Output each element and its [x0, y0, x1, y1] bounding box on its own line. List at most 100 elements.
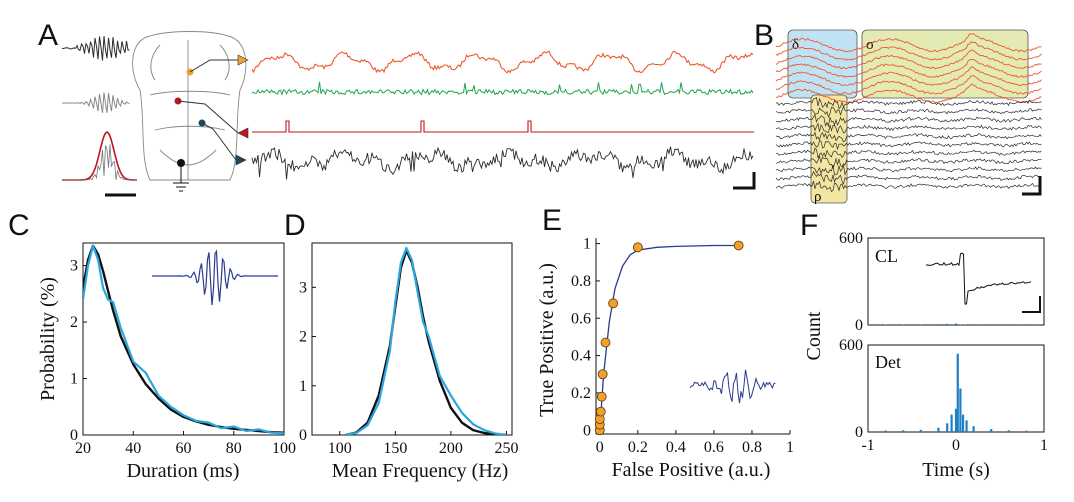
histogram-bar: [946, 423, 949, 432]
series-line-blue: [345, 246, 507, 435]
panel-label-c: C: [8, 209, 30, 242]
x-tick-label: 250: [494, 440, 518, 457]
x-tick-label: 0.2: [628, 439, 648, 456]
plot-frame-c: [82, 242, 285, 436]
xlabel-d: Mean Frequency (Hz): [332, 460, 509, 482]
raw-wave-black: [61, 36, 130, 61]
panel-e: E 0 0.2 0.4 0.6 0.8 1 0 0.2 0.4 0.6 0.8 1 False Pos…: [536, 204, 794, 481]
x-tick-label: 0.6: [704, 439, 724, 456]
y-tick-label: 3: [299, 279, 307, 296]
ylabel-f: Count: [803, 311, 825, 360]
x-tick-label: 1: [786, 439, 794, 456]
histogram-bar: [1025, 430, 1028, 432]
b-trace-orange: [775, 66, 1042, 87]
y-tick-label: 0.4: [571, 348, 591, 365]
panel-label-b: B: [754, 19, 774, 52]
histogram-bar: [1016, 324, 1019, 325]
trace-red-pulses: [252, 120, 754, 133]
b-trace-black: [775, 131, 1042, 143]
y-tick-label: 2: [299, 329, 307, 346]
histogram-cl: [868, 323, 1037, 325]
y-tick-label: 2: [70, 314, 78, 331]
panel-label-a: A: [38, 19, 58, 52]
histogram-bar: [956, 353, 959, 432]
x-tick-label: -1: [861, 437, 874, 454]
ylabel-e: True Positive (a.u.): [536, 263, 558, 417]
panel-label-f: F: [800, 209, 818, 242]
y-tick-label: 600: [839, 230, 863, 247]
panel-label-d: D: [284, 209, 306, 242]
histogram-bar: [1007, 430, 1010, 432]
xlabel-f: Time (s): [922, 459, 990, 481]
b-trace-black: [775, 154, 1042, 169]
b-trace-black: [775, 140, 1042, 151]
b-trace-black: [775, 147, 1042, 159]
y-tick-label: 0.8: [571, 273, 591, 290]
x-tick-label: 60: [176, 440, 192, 457]
trace-black-lfp: [251, 146, 754, 180]
series-line-black: [345, 249, 507, 435]
roc-point: [597, 369, 608, 380]
b-trace-black: [775, 105, 1042, 119]
y-tick-label: 0.2: [571, 385, 591, 402]
trace-green: [251, 81, 754, 96]
sigma-label: σ: [866, 37, 874, 53]
histogram-bar: [954, 408, 958, 432]
histogram-bar: [998, 324, 1002, 325]
histogram-bar: [981, 324, 984, 325]
histogram-bar: [937, 427, 940, 432]
series-c: [83, 244, 284, 435]
histogram-bar: [868, 324, 870, 325]
y-tick-label: 0: [855, 424, 863, 441]
axes-d: 100 150 200 250 0 1 2 3: [299, 279, 518, 457]
roc-point: [733, 240, 744, 251]
b-trace-orange: [775, 49, 1042, 70]
electrode-red: [174, 97, 249, 139]
x-tick-label: 0.8: [742, 439, 762, 456]
plot-frame-d: [311, 242, 513, 436]
roc-point: [632, 242, 643, 253]
histogram-bar: [919, 324, 922, 325]
histogram-bar: [959, 324, 962, 325]
panel-label-e: E: [542, 204, 562, 237]
histogram-bar: [884, 324, 887, 325]
fit-line: [599, 244, 739, 431]
rho-box: [810, 94, 848, 204]
xlabel-c: Duration (ms): [127, 460, 240, 482]
multichannel-traces: [775, 33, 1042, 193]
b-trace-orange: [775, 59, 1042, 78]
panel-c: C 20 40 60 80 100 0 1 2 3 Duration (ms) Probabil…: [8, 209, 296, 482]
panel-d: D 100 150 200 250 0 1 2 3 Mean Frequency (Hz): [284, 209, 518, 482]
y-tick-label: 0: [299, 427, 307, 444]
electrode-orange: [186, 54, 249, 76]
x-tick-label: 80: [226, 440, 242, 457]
b-trace-orange: [776, 33, 1042, 53]
roc-points: [594, 240, 744, 436]
b-trace-black: [775, 180, 1042, 193]
ripple-inset-c: [152, 249, 278, 306]
x-tick-label: 150: [383, 440, 407, 457]
ground-electrode: [173, 159, 189, 192]
roc-point: [595, 406, 606, 417]
subplot-label-det: Det: [875, 352, 901, 372]
y-tick-label: 0.6: [571, 310, 591, 327]
roc-point: [600, 337, 611, 348]
histogram-det: [868, 353, 1044, 432]
y-tick-label: 3: [70, 258, 78, 275]
x-tick-label: 100: [272, 440, 296, 457]
scale-bar-a-right: [733, 172, 756, 190]
histogram-bar: [946, 323, 949, 325]
xlabel-e: False Positive (a.u.): [612, 459, 771, 481]
series-d: [345, 246, 507, 435]
skull-drawing: [132, 31, 247, 181]
histogram-bar: [963, 324, 966, 325]
histogram-bar: [919, 429, 922, 432]
y-tick-label: 0: [70, 427, 78, 444]
b-trace-black: [775, 171, 1042, 185]
b-trace-black: [775, 164, 1042, 176]
series-line-black: [83, 244, 284, 434]
electrode-dark: [198, 119, 247, 166]
series-line-blue: [83, 244, 284, 435]
